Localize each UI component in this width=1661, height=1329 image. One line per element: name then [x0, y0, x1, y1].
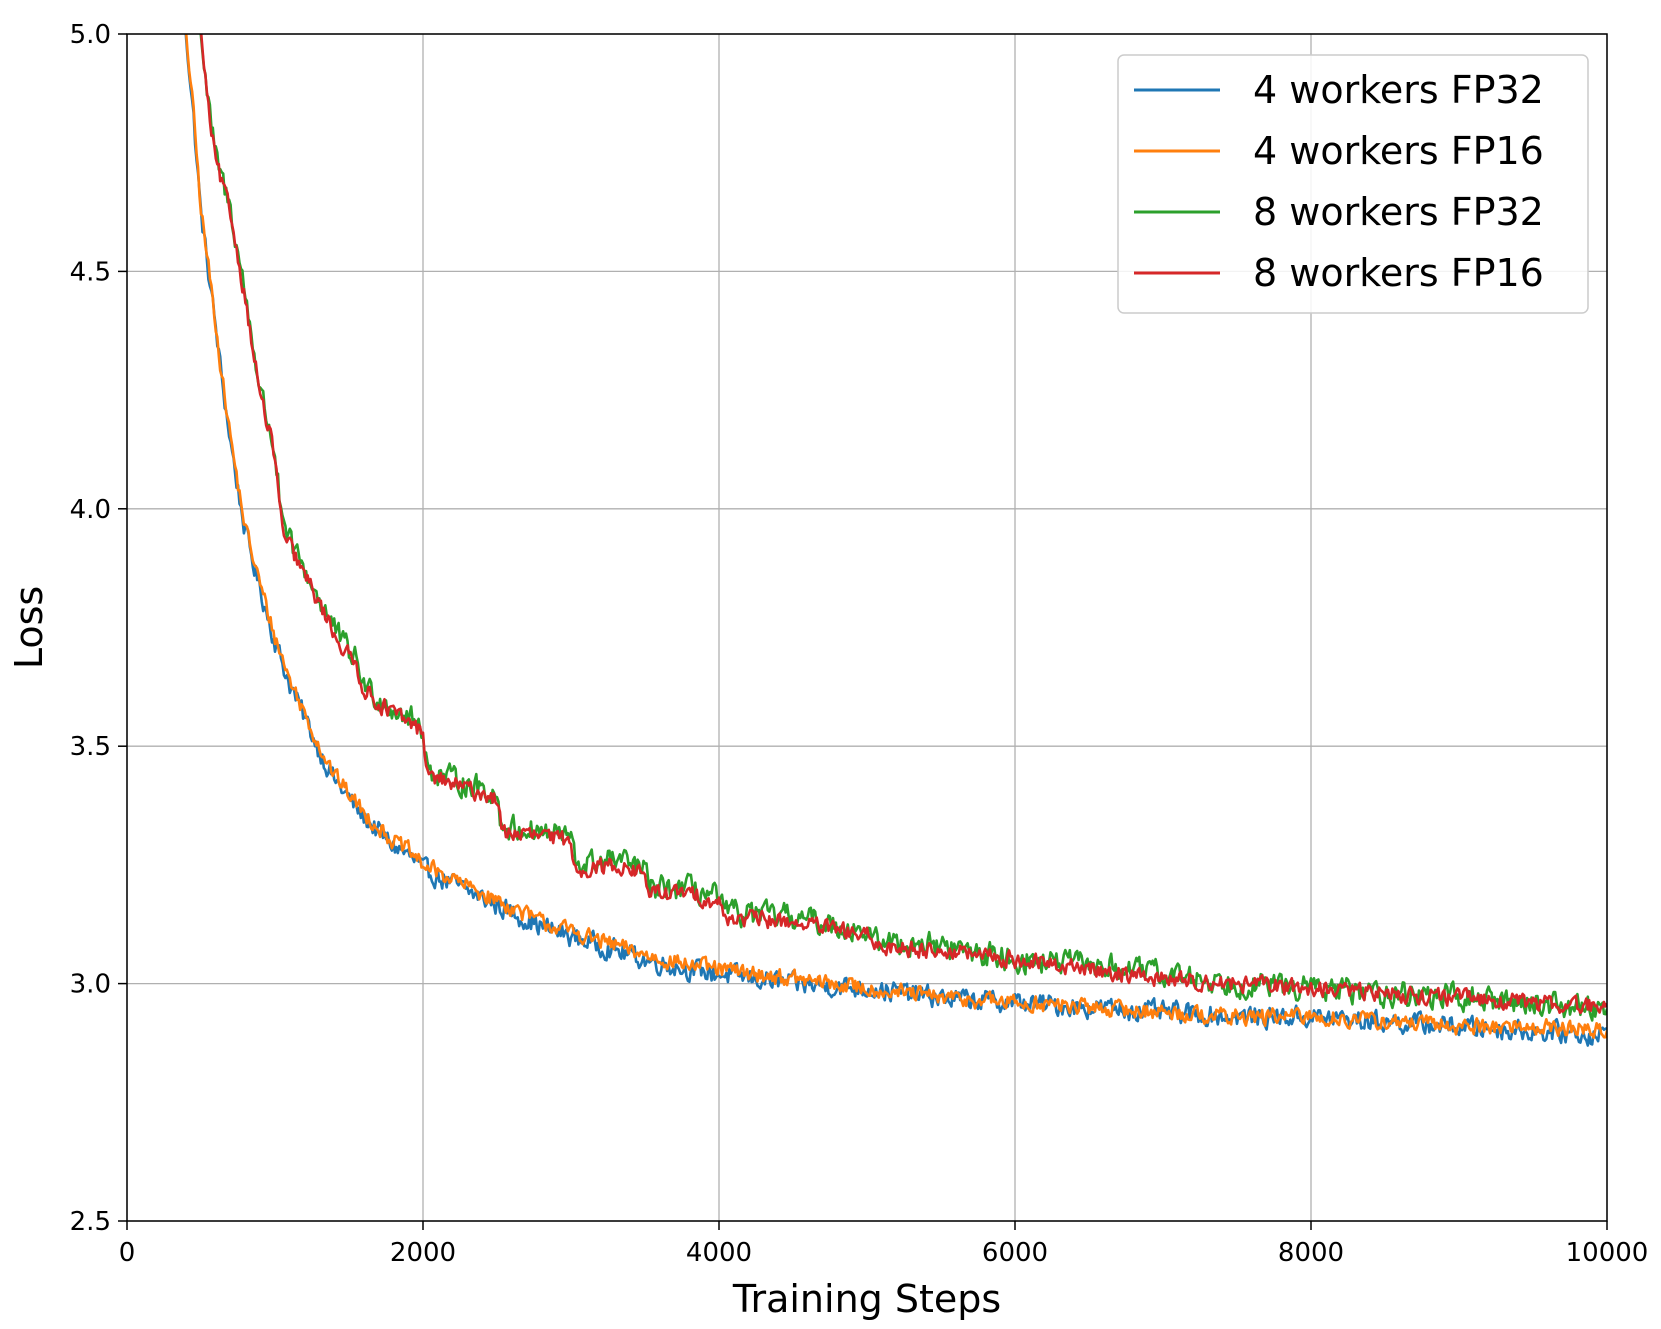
x-tick-label: 6000 [982, 1238, 1048, 1268]
series-line [184, 34, 1607, 1039]
y-tick-label: 5.0 [70, 20, 111, 50]
plot-frame [126, 33, 1608, 1222]
x-tick-label: 4000 [686, 1238, 752, 1268]
legend-label: 4 workers FP32 [1253, 68, 1544, 112]
x-tick-label: 0 [119, 1238, 136, 1268]
legend-label: 4 workers FP16 [1253, 129, 1544, 173]
y-tick-label: 2.5 [70, 1207, 111, 1237]
y-tick-label: 3.5 [70, 732, 111, 762]
y-tick-label: 3.0 [70, 970, 111, 1000]
legend-label: 8 workers FP16 [1253, 251, 1544, 295]
plot-lines [184, 34, 1607, 1047]
y-axis-title: Loss [7, 586, 51, 669]
x-tick-label: 2000 [390, 1238, 456, 1268]
legend: 4 workers FP32 4 workers FP16 8 workers FP… [1117, 54, 1589, 314]
legend-box [1117, 54, 1589, 314]
axis-ticks: 0 2000 4000 6000 8000 10000 2.5 3.0 3.5 4.0 4.5 5.0 [70, 20, 1649, 1268]
y-tick-label: 4.5 [70, 257, 111, 287]
y-tick-label: 4.0 [70, 495, 111, 525]
x-tick-label: 10000 [1566, 1238, 1649, 1268]
x-axis-title: Training Steps [732, 1277, 1001, 1321]
series-line [199, 34, 1607, 1015]
x-tick-label: 8000 [1278, 1238, 1344, 1268]
legend-label: 8 workers FP32 [1253, 190, 1544, 234]
